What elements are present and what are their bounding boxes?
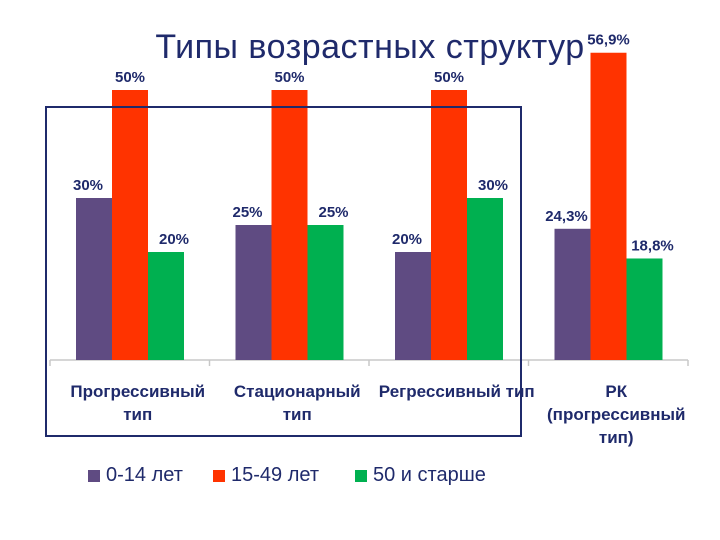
bar-1-4 bbox=[554, 228, 591, 360]
data-label: 50% bbox=[274, 69, 304, 86]
category-label: Прогрессивный bbox=[70, 382, 205, 401]
legend-item: 15-49 лет bbox=[213, 464, 319, 487]
highlight-frame bbox=[45, 106, 522, 437]
legend-item: 50 и старше bbox=[355, 464, 486, 487]
bar-2-2 bbox=[271, 90, 308, 360]
bar-1-3 bbox=[395, 252, 431, 360]
legend-label: 0-14 лет bbox=[106, 464, 183, 486]
data-label: 56,9% bbox=[587, 32, 630, 49]
chart-title: Типы возрастных структур bbox=[155, 28, 585, 66]
data-label: 30% bbox=[73, 177, 103, 194]
bar-2-1 bbox=[112, 90, 148, 360]
bar-3-1 bbox=[148, 252, 184, 360]
bar-3-3 bbox=[467, 198, 503, 360]
bar-3-4 bbox=[626, 258, 663, 360]
data-label: 50% bbox=[115, 69, 145, 86]
legend-label: 15-49 лет bbox=[231, 464, 319, 486]
data-label: 20% bbox=[159, 231, 189, 248]
category-label: тип) bbox=[599, 428, 634, 447]
bar-2-3 bbox=[431, 90, 467, 360]
legend: 0-14 лет 15-49 лет 50 и старше bbox=[0, 464, 720, 490]
category-label: тип bbox=[123, 405, 152, 424]
legend-label: 50 и старше bbox=[373, 464, 486, 486]
data-label: 25% bbox=[232, 204, 262, 221]
legend-item: 0-14 лет bbox=[88, 464, 183, 487]
category-label: РК bbox=[605, 382, 627, 401]
category-label: тип bbox=[283, 405, 312, 424]
legend-swatch bbox=[88, 469, 100, 482]
bar-3-2 bbox=[307, 225, 344, 360]
data-label: 24,3% bbox=[545, 208, 588, 225]
bar-1-1 bbox=[76, 198, 112, 360]
data-label: 20% bbox=[392, 231, 422, 248]
data-label: 50% bbox=[434, 69, 464, 86]
legend-swatch bbox=[355, 469, 367, 482]
data-label: 30% bbox=[478, 177, 508, 194]
data-label: 18,8% bbox=[631, 237, 674, 254]
category-label: Стационарный bbox=[234, 382, 361, 401]
bar-2-4 bbox=[590, 52, 627, 361]
data-label: 25% bbox=[318, 204, 348, 221]
bar-1-2 bbox=[235, 225, 272, 360]
legend-swatch bbox=[213, 469, 225, 482]
category-label: Регрессивный тип bbox=[379, 382, 535, 401]
category-label: (прогрессивный bbox=[547, 405, 685, 424]
